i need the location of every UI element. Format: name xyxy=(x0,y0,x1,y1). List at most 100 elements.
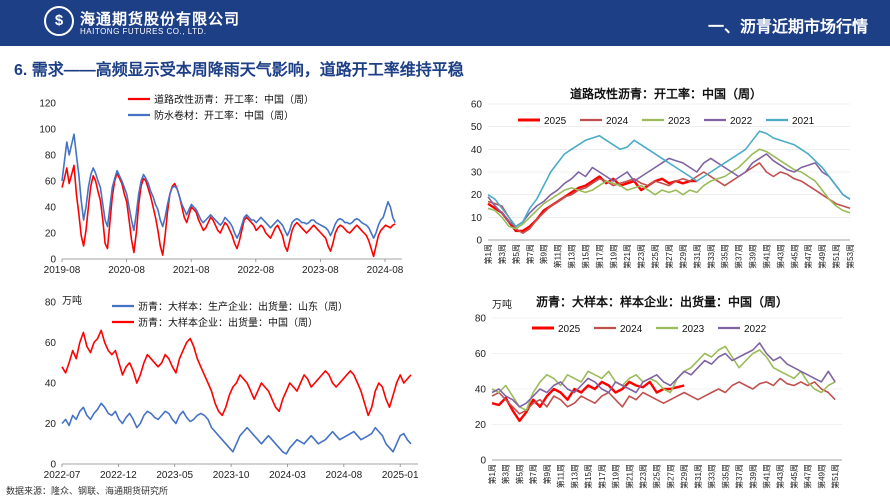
legend-label: 防水卷材：开工率：中国（周） xyxy=(154,109,294,122)
x-tick-label: 2023-10 xyxy=(213,470,250,481)
x-tick-label: 第21周 xyxy=(622,244,632,269)
y-tick-label: 40 xyxy=(45,203,57,214)
x-tick-label: 第39周 xyxy=(748,244,758,269)
series-line-tr-2 xyxy=(487,148,851,230)
x-tick-label: 2019-08 xyxy=(44,265,81,276)
y-tick-label: 20 xyxy=(45,419,57,430)
x-tick-label: 2023-05 xyxy=(156,470,193,481)
y-tick-label: 10 xyxy=(471,213,483,224)
x-tick-label: 第19周 xyxy=(608,244,618,269)
series-line-tr-0 xyxy=(487,175,697,233)
chart-asphalt-shipments-shandong-china: 0 20 40 60 80 万吨 2022-07 2022-12 2023-05 2023-10 2… xyxy=(44,294,419,481)
x-tick-label: 第43周 xyxy=(775,244,785,269)
y-tick-label: 0 xyxy=(476,236,482,247)
x-tick-label: 第19周 xyxy=(611,464,621,489)
x-tick-label: 第9周 xyxy=(542,464,552,484)
company-logo-icon: $ xyxy=(44,6,74,36)
x-tick-label: 第7周 xyxy=(528,464,538,484)
x-tick-label: 第29周 xyxy=(678,244,688,269)
y-tick-label: 0 xyxy=(50,460,56,471)
x-tick-label: 第13周 xyxy=(567,244,577,269)
y-axis-unit-label: 万吨 xyxy=(62,294,82,307)
series-line-tr-1 xyxy=(487,162,851,234)
legend-label: 2023 xyxy=(682,324,705,335)
x-tick-label: 第35周 xyxy=(720,464,730,489)
chart-road-asphalt-seasonal: 0 10 20 30 40 50 60 道路改性沥青：开工率：中国（周） 第1周 第3周 第5周 第7… xyxy=(471,86,855,269)
y-tick-label: 40 xyxy=(475,385,487,396)
x-tick-label: 第41周 xyxy=(762,464,772,489)
company-name: 海通期货股份有限公司 xyxy=(80,11,241,28)
x-tick-label: 2023-08 xyxy=(302,265,339,276)
x-tick-label: 第7周 xyxy=(525,244,535,264)
y-tick-label: 20 xyxy=(475,420,487,431)
source-note: 数据来源：隆众、钢联、海通期货研究所 xyxy=(6,486,169,496)
x-tick-label: 2022-07 xyxy=(44,470,81,481)
y-tick-label: 0 xyxy=(480,456,486,467)
x-tick-label: 第47周 xyxy=(803,244,813,269)
x-tick-label: 2025-01 xyxy=(382,470,419,481)
y-tick-label: 0 xyxy=(50,255,56,266)
series-line-tl-0 xyxy=(61,164,396,258)
x-tick-label: 第51周 xyxy=(830,464,840,489)
x-tick-label: 第45周 xyxy=(789,244,799,269)
y-tick-label: 30 xyxy=(471,168,483,179)
legend-label: 2023 xyxy=(668,116,691,127)
x-tick-label: 第37周 xyxy=(734,464,744,489)
y-tick-label: 20 xyxy=(45,229,57,240)
x-tick-label: 第37周 xyxy=(734,244,744,269)
y-tick-label: 50 xyxy=(471,122,483,133)
x-tick-label: 第51周 xyxy=(831,244,841,269)
x-tick-label: 第39周 xyxy=(748,464,758,489)
legend-label: 2024 xyxy=(620,324,643,335)
legend-label: 2022 xyxy=(730,116,753,127)
y-tick-label: 20 xyxy=(471,190,483,201)
legend-label: 沥青：大样本企业：出货量：中国（周） xyxy=(138,316,318,329)
x-tick-label: 第15周 xyxy=(583,464,593,489)
x-tick-label: 第31周 xyxy=(692,244,702,269)
x-tick-label: 第35周 xyxy=(720,244,730,269)
x-tick-label: 第27周 xyxy=(664,244,674,269)
x-tick-label: 第21周 xyxy=(624,464,634,489)
y-tick-label: 40 xyxy=(471,145,483,156)
legend-label: 2022 xyxy=(744,324,767,335)
x-tick-label: 2022-08 xyxy=(237,265,274,276)
series-line-bl-1 xyxy=(61,329,412,417)
x-tick-label: 第3周 xyxy=(501,464,511,484)
x-tick-label: 第53周 xyxy=(845,244,855,269)
series-line-tr-4 xyxy=(487,130,851,228)
y-tick-label: 60 xyxy=(471,100,483,111)
x-tick-label: 第11周 xyxy=(556,464,566,488)
x-tick-label: 第23周 xyxy=(638,464,648,489)
y-tick-label: 120 xyxy=(39,99,56,110)
x-tick-label: 第25周 xyxy=(650,244,660,269)
y-tick-label: 40 xyxy=(45,379,57,390)
legend-label: 2021 xyxy=(792,116,815,127)
x-tick-label: 2024-08 xyxy=(325,470,362,481)
x-tick-label: 第17周 xyxy=(594,244,604,269)
x-tick-label: 第27周 xyxy=(665,464,675,489)
x-tick-label: 第25周 xyxy=(652,464,662,489)
x-tick-label: 第29周 xyxy=(679,464,689,489)
x-tick-label: 第11周 xyxy=(553,244,563,268)
chart-road-asphalt-vs-waterproof: 0 20 40 60 80 100 120 2019-08 2020-08 2021-08 2022… xyxy=(39,93,403,276)
x-tick-label: 2020-08 xyxy=(108,265,145,276)
x-tick-label: 2024-03 xyxy=(269,470,306,481)
y-tick-label: 100 xyxy=(39,125,56,136)
legend-label: 沥青：大样本：生产企业：出货量：山东（周） xyxy=(138,300,348,313)
x-tick-label: 第5周 xyxy=(511,244,521,264)
legend-label: 道路改性沥青：开工率：中国（周） xyxy=(154,93,314,106)
x-tick-label: 第41周 xyxy=(761,244,771,269)
x-tick-label: 第49周 xyxy=(817,244,827,269)
x-tick-label: 第33周 xyxy=(706,244,716,269)
y-tick-label: 80 xyxy=(45,151,57,162)
series-line-br-3 xyxy=(491,342,836,408)
series-line-br-0 xyxy=(491,380,685,423)
y-tick-label: 80 xyxy=(475,314,487,325)
legend-label: 2024 xyxy=(606,116,629,127)
y-axis-unit-label: 万吨 xyxy=(492,298,512,311)
y-tick-label: 60 xyxy=(45,338,57,349)
slide-title: 6. 需求——高频显示受本周降雨天气影响，道路开工率维持平稳 xyxy=(14,62,464,79)
x-tick-label: 2021-08 xyxy=(173,265,210,276)
